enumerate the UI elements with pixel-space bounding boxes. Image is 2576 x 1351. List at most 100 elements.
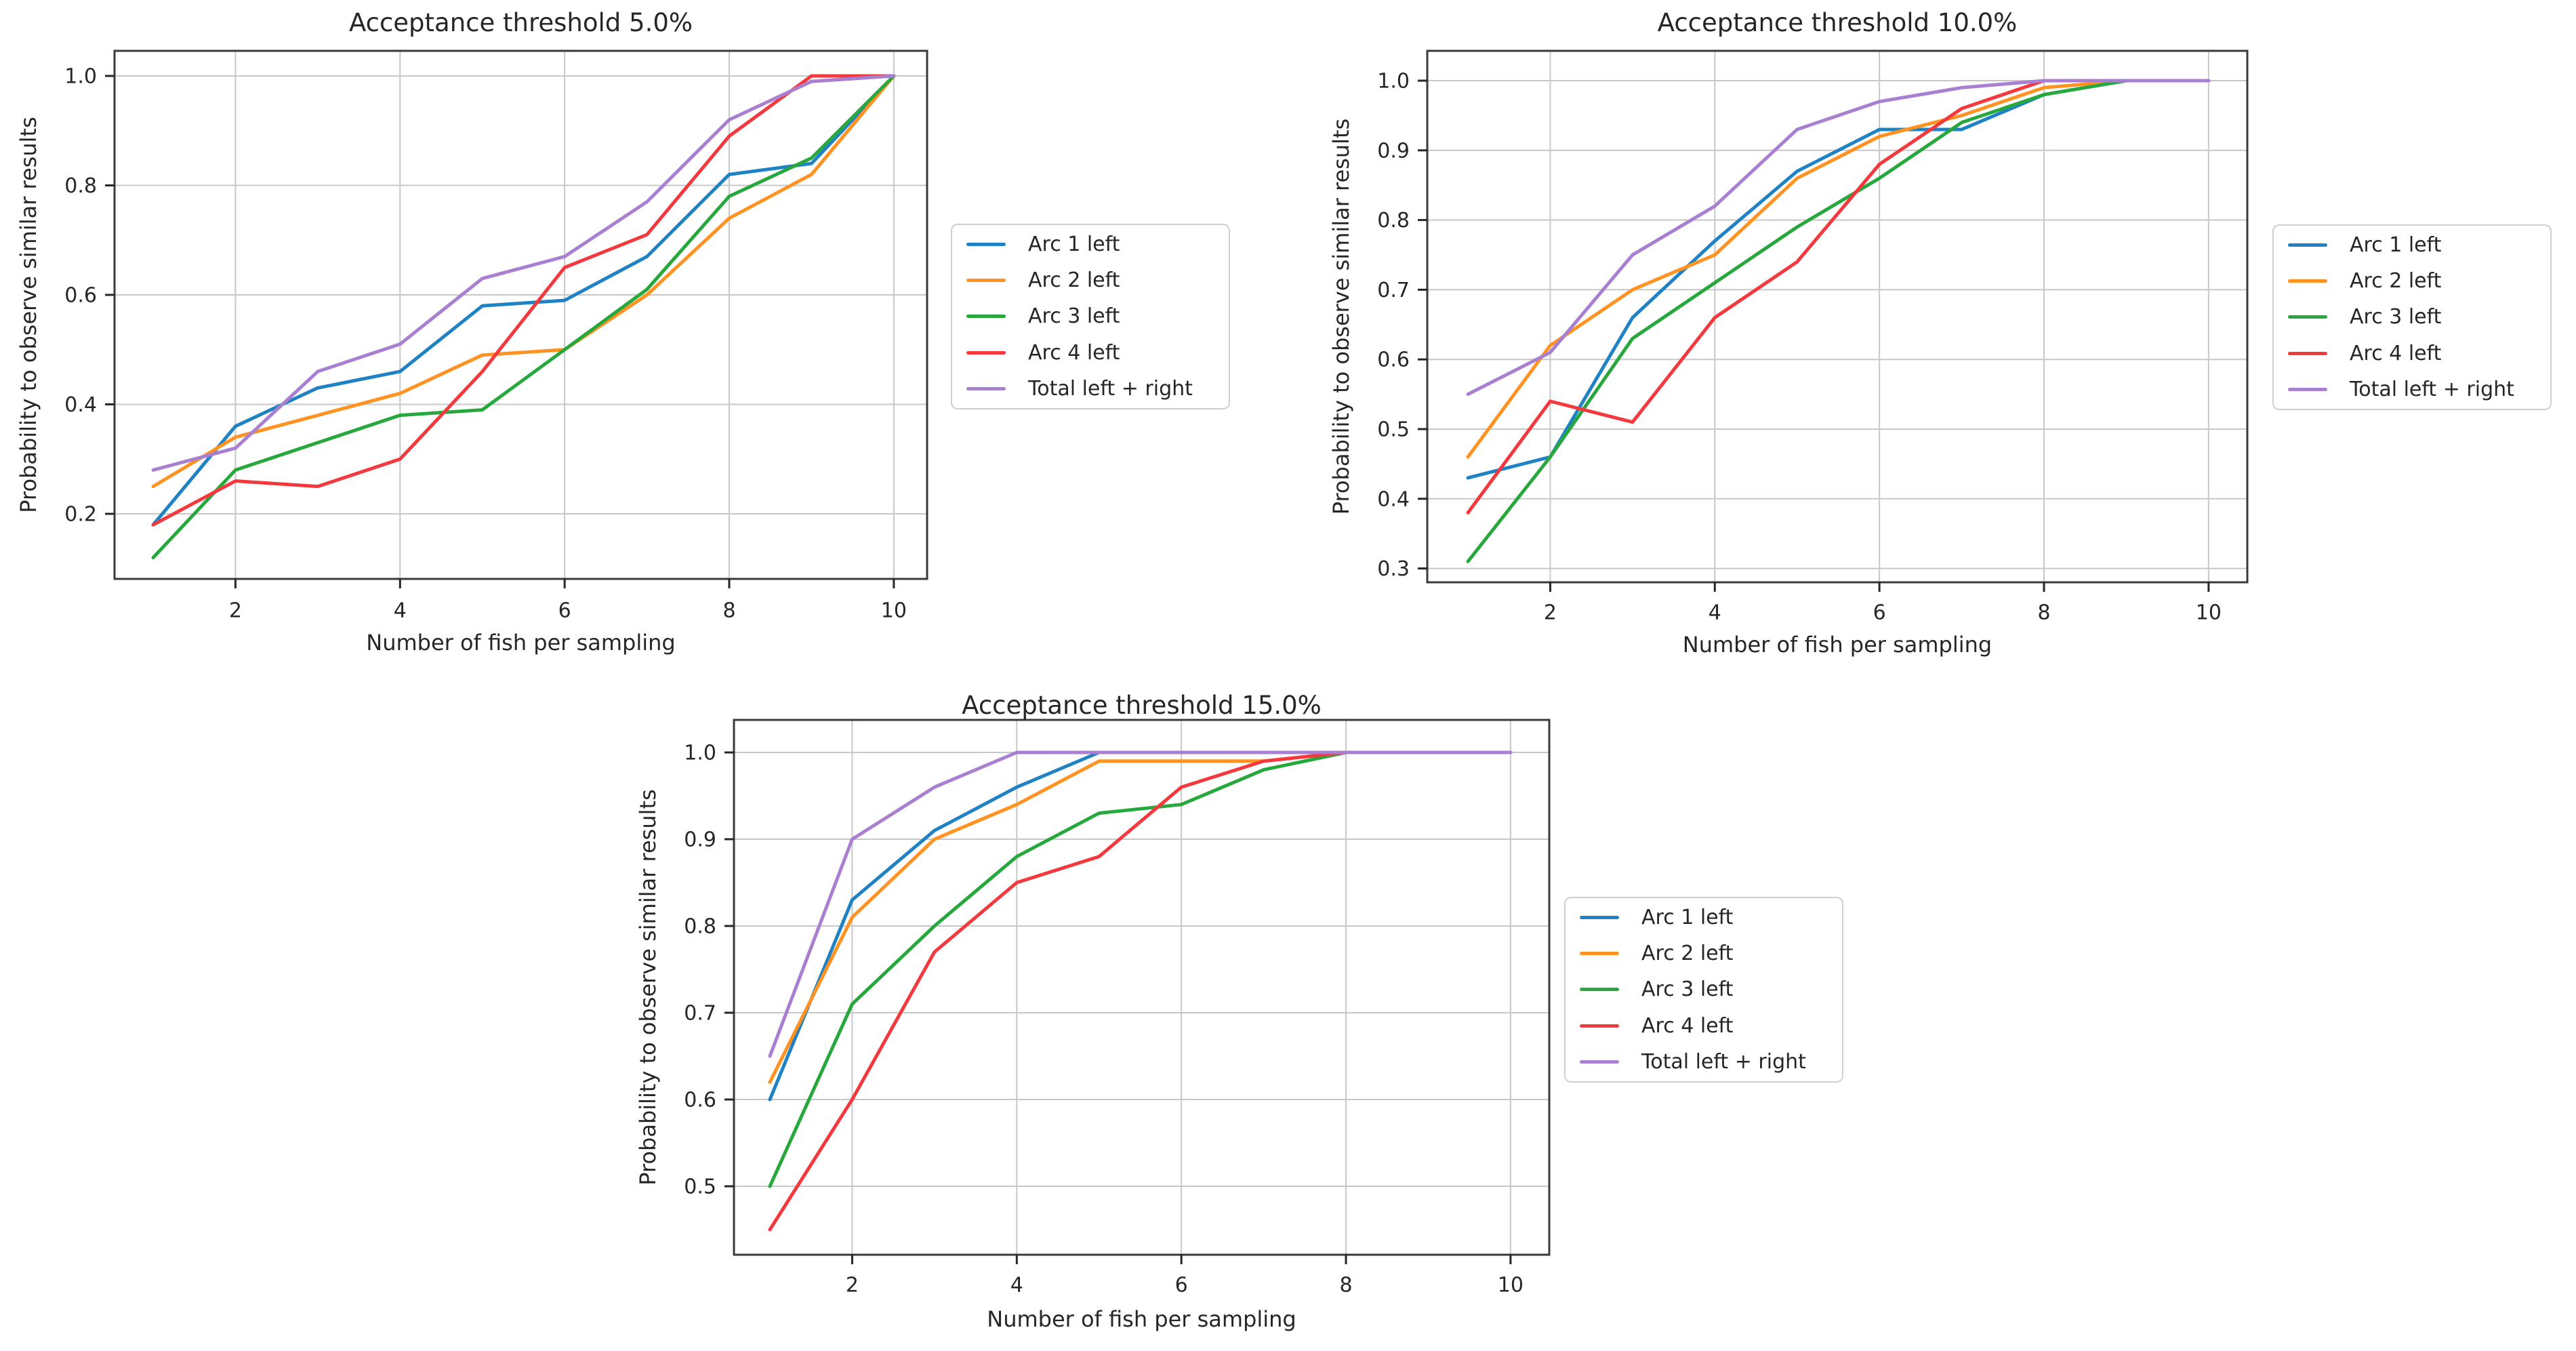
y-axis-label: Probability to observe similar results [16, 117, 41, 512]
legend-label: Arc 1 left [2350, 233, 2442, 257]
legend-swatch-arc-4-left [966, 350, 1006, 355]
y-tick-label: 0.8 [1377, 209, 1410, 233]
y-tick-label: 0.9 [684, 828, 716, 852]
x-tick-label: 10 [1498, 1274, 1524, 1297]
legend-swatch-arc-1-left [1580, 915, 1619, 919]
legend-label: Arc 1 left [1641, 905, 1734, 929]
x-tick-label: 4 [1010, 1274, 1023, 1297]
y-tick-label: 0.7 [1377, 279, 1410, 302]
legend-item-arc-3-left: Arc 3 left [952, 300, 1229, 334]
legend-item-arc-1-left: Arc 1 left [2274, 228, 2550, 262]
legend-item-arc-2-left: Arc 2 left [952, 264, 1229, 298]
x-axis-label: Number of fish per sampling [1683, 632, 1992, 658]
series-line-arc-4-left [1466, 79, 2211, 515]
y-tick-label: 0.6 [1377, 348, 1410, 372]
y-tick-label: 1.0 [64, 65, 97, 89]
series-line-arc-3-left [151, 74, 896, 560]
y-tick-label: 0.6 [64, 284, 97, 308]
series-line-arc-4-left [768, 750, 1513, 1232]
legend-label: Arc 1 left [1028, 232, 1120, 256]
legend-item-arc-4-left: Arc 4 left [952, 336, 1229, 369]
legend-swatch-total-left-plus-right [1580, 1060, 1619, 1064]
legend-label: Total left + right [1028, 377, 1193, 401]
chart-acceptance-threshold-5-0: 0.2 0.4 0.6 0.8 1.0 2 4 6 8 10 Acceptance threshol… [16, 8, 928, 656]
legend-item-arc-4-left: Arc 4 left [2274, 336, 2550, 370]
y-axis-label: Probability to observe similar results [635, 789, 661, 1185]
series-line-arc-4-left [151, 74, 896, 527]
legend-swatch-total-left-plus-right [966, 387, 1006, 391]
legend-acceptance-threshold-15-0: Arc 1 left Arc 2 left Arc 3 left Arc 4 left… [1564, 897, 1843, 1083]
legend-item-arc-2-left: Arc 2 left [2274, 264, 2550, 298]
legend-item-total-left-plus-right: Total left + right [1566, 1045, 1842, 1079]
x-tick-label: 6 [1873, 601, 1886, 625]
legend-label: Arc 4 left [1641, 1013, 1734, 1038]
legend-label: Arc 4 left [1028, 340, 1120, 365]
x-tick-label: 10 [881, 599, 907, 623]
legend-label: Arc 3 left [1028, 304, 1120, 329]
chart-acceptance-threshold-10-0: 0.3 0.4 0.5 0.6 0.7 0.8 0.9 1.0 2 4 6 8 10 Acceptance… [1328, 8, 2249, 658]
legend-label: Arc 2 left [2350, 269, 2442, 294]
y-tick-label: 0.5 [1377, 418, 1410, 442]
x-axis-label: Number of fish per sampling [987, 1306, 1296, 1332]
series-line-total-left-plus-right [1466, 79, 2211, 397]
plot-frame [113, 49, 928, 580]
legend-item-arc-1-left: Arc 1 left [1566, 900, 1842, 934]
legend-label: Arc 4 left [2350, 341, 2442, 365]
legend-item-arc-1-left: Arc 1 left [952, 227, 1229, 261]
chart-title: Acceptance threshold 10.0% [1658, 8, 2018, 37]
y-tick-label: 0.9 [1377, 139, 1410, 163]
y-tick-label: 0.3 [1377, 557, 1410, 581]
legend-swatch-arc-3-left [966, 315, 1006, 319]
y-tick-label: 0.7 [684, 1002, 716, 1026]
legend-swatch-arc-1-left [966, 242, 1006, 246]
legend-swatch-arc-2-left [966, 279, 1006, 283]
legend-label: Arc 3 left [1641, 977, 1734, 1002]
plot-frame [1426, 49, 2249, 584]
y-tick-label: 0.5 [684, 1175, 716, 1199]
series-line-arc-1-left [151, 74, 896, 527]
legend-item-arc-4-left: Arc 4 left [1566, 1009, 1842, 1043]
y-tick-label: 0.2 [64, 503, 97, 527]
x-tick-label: 8 [1339, 1274, 1352, 1297]
legend-acceptance-threshold-5-0: Arc 1 left Arc 2 left Arc 3 left Arc 4 left… [951, 224, 1230, 409]
series-line-arc-2-left [151, 74, 896, 489]
legend-label: Arc 2 left [1028, 268, 1120, 293]
legend-label: Arc 2 left [1641, 942, 1734, 966]
legend-swatch-arc-3-left [2288, 315, 2327, 319]
legend-item-arc-3-left: Arc 3 left [2274, 300, 2550, 334]
legend-label: Total left + right [2350, 378, 2514, 402]
legend-swatch-arc-3-left [1580, 988, 1619, 992]
legend-swatch-arc-4-left [2288, 351, 2327, 355]
x-tick-label: 6 [1175, 1274, 1188, 1297]
legend-item-arc-3-left: Arc 3 left [1566, 973, 1842, 1007]
series-line-arc-3-left [1466, 79, 2211, 563]
x-tick-label: 2 [229, 599, 242, 623]
y-tick-label: 1.0 [1377, 70, 1410, 94]
y-axis-label: Probability to observe similar results [1328, 119, 1354, 515]
legend-label: Arc 3 left [2350, 305, 2442, 329]
legend-swatch-arc-4-left [1580, 1024, 1619, 1028]
legend-item-arc-2-left: Arc 2 left [1566, 937, 1842, 971]
legend-swatch-arc-1-left [2288, 243, 2327, 247]
chart-title: Acceptance threshold 15.0% [962, 691, 1322, 720]
y-tick-label: 1.0 [684, 742, 716, 765]
legend-acceptance-threshold-10-0: Arc 1 left Arc 2 left Arc 3 left Arc 4 left… [2272, 224, 2552, 410]
legend-swatch-arc-2-left [2288, 279, 2327, 283]
legend-item-total-left-plus-right: Total left + right [2274, 373, 2550, 407]
legend-item-total-left-plus-right: Total left + right [952, 372, 1229, 406]
x-tick-label: 4 [1709, 601, 1721, 625]
y-tick-label: 0.8 [684, 915, 716, 939]
x-axis-label: Number of fish per sampling [366, 630, 675, 656]
chart-acceptance-threshold-15-0: 0.5 0.6 0.7 0.8 0.9 1.0 2 4 6 8 10 Acceptance thres… [635, 691, 1551, 1332]
plot-frame [733, 719, 1551, 1256]
series-line-total-left-plus-right [151, 74, 896, 472]
x-tick-label: 2 [846, 1274, 859, 1297]
series-line-total-left-plus-right [768, 750, 1513, 1058]
x-tick-label: 8 [722, 599, 735, 623]
x-tick-label: 4 [394, 599, 407, 623]
y-tick-label: 0.8 [64, 174, 97, 198]
y-tick-label: 0.4 [1377, 487, 1410, 511]
legend-swatch-arc-2-left [1580, 952, 1619, 956]
